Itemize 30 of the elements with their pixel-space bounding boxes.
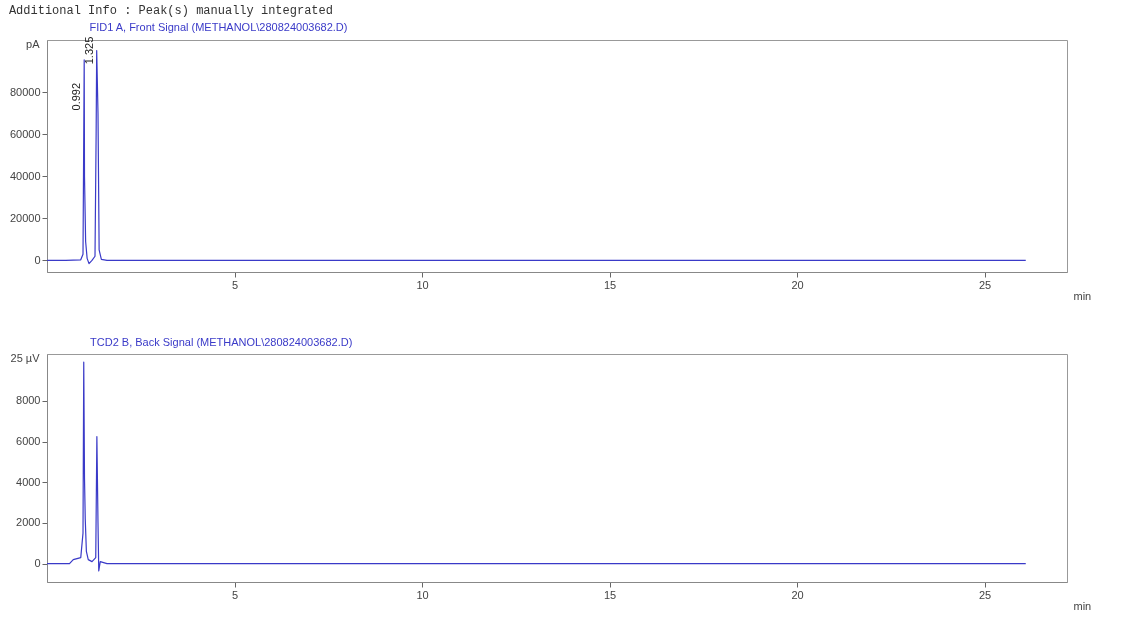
y-axis-title: 25 µV <box>10 351 41 364</box>
y-tick-label: 6000 <box>16 435 41 448</box>
y-tick-label: 8000 <box>16 394 41 407</box>
x-tick-label: 10 <box>416 588 429 601</box>
x-axis-title: min <box>1073 289 1092 302</box>
x-tick-label: 25 <box>978 278 992 291</box>
x-tick-label: 20 <box>791 588 804 601</box>
y-tick-label: 0 <box>34 253 41 266</box>
chart-title: TCD2 B, Back Signal (METHANOL\280824003682.D) <box>90 336 353 348</box>
line-series <box>46 361 1027 572</box>
y-tick-label: 80000 <box>9 85 41 98</box>
y-tick-label: 0 <box>34 557 41 570</box>
x-tick-label: 5 <box>231 278 239 291</box>
y-axis-title: pA <box>26 37 41 50</box>
y-tick-label: 60000 <box>9 127 41 140</box>
y-tick-label: 2000 <box>16 516 41 529</box>
text: Additional Info : Peak(s) manually integrated <box>8 4 333 19</box>
x-tick-label: 25 <box>978 588 992 601</box>
y-tick-label: 40000 <box>9 169 41 182</box>
annotation: 1.325 <box>82 36 95 65</box>
chart-title: FID1 A, Front Signal (METHANOL\280824003682.D) <box>89 20 348 33</box>
x-tick-label: 15 <box>603 278 617 291</box>
y-tick-label: 20000 <box>9 211 41 224</box>
annotation: 0.992 <box>70 82 83 111</box>
x-tick-label: 15 <box>603 588 617 601</box>
x-axis-title: min <box>1073 599 1092 612</box>
y-tick-label: 4000 <box>16 475 41 488</box>
x-tick-label: 5 <box>231 588 239 601</box>
x-tick-label: 10 <box>416 278 429 291</box>
x-tick-label: 20 <box>791 278 804 291</box>
